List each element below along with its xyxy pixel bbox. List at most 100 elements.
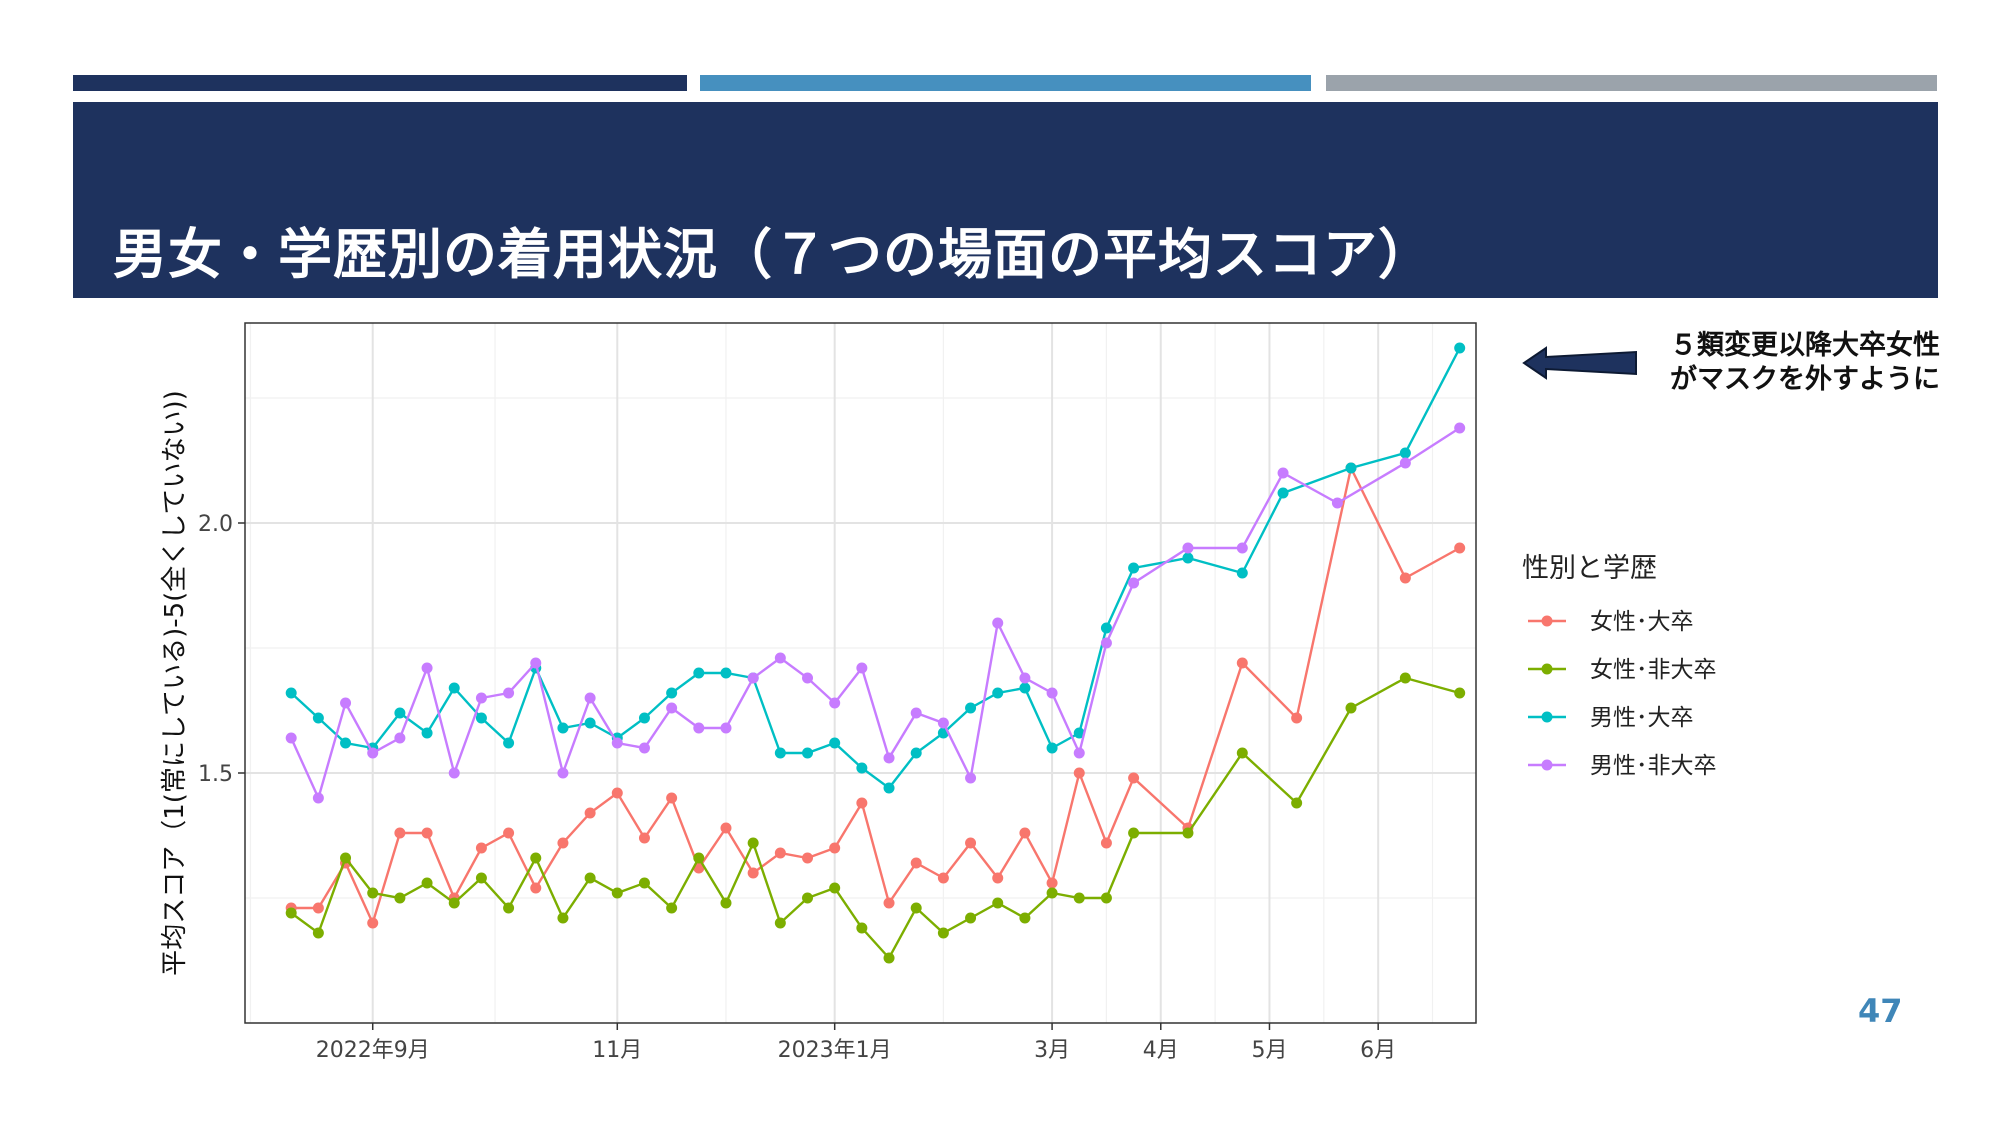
data-point: [367, 747, 379, 759]
data-point: [503, 827, 515, 839]
data-point: [965, 837, 977, 849]
data-point: [1073, 727, 1085, 739]
data-point: [475, 842, 487, 854]
data-point: [802, 747, 814, 759]
data-point: [720, 897, 732, 909]
legend-label: 女性･大卒: [1590, 609, 1694, 635]
data-point: [937, 872, 949, 884]
slide-title: 男女・学歴別の着用状況（７つの場面の平均スコア）: [113, 223, 1433, 286]
series-line-1: [290, 676, 1461, 961]
data-point: [584, 692, 596, 704]
x-tick-label: 2023年1月: [778, 1038, 892, 1063]
data-point: [557, 767, 569, 779]
data-point: [1454, 342, 1466, 354]
data-point: [503, 737, 515, 749]
x-tick-label: 2022年9月: [316, 1038, 430, 1063]
data-point: [829, 737, 841, 749]
annotation-note: ５類変更以降大卒女性 がマスクを外すように: [1620, 329, 1940, 397]
data-point: [747, 672, 759, 684]
data-point: [475, 872, 487, 884]
data-point: [774, 747, 786, 759]
note-line-2: がマスクを外すように: [1670, 364, 1940, 395]
data-point: [312, 792, 324, 804]
data-point: [693, 722, 705, 734]
data-point: [367, 917, 379, 929]
data-point: [285, 907, 297, 919]
data-point: [638, 832, 650, 844]
data-point: [693, 667, 705, 679]
data-point: [802, 852, 814, 864]
data-point: [965, 702, 977, 714]
data-point: [340, 852, 352, 864]
data-point: [475, 712, 487, 724]
title-banner: 男女・学歴別の着用状況（７つの場面の平均スコア）: [73, 102, 1938, 298]
legend-label: 男性･非大卒: [1590, 753, 1717, 779]
data-point: [802, 672, 814, 684]
data-point: [666, 902, 678, 914]
data-point: [720, 822, 732, 834]
data-point: [611, 787, 623, 799]
x-tick-label: 11月: [592, 1038, 642, 1063]
top-bar-navy: [73, 75, 687, 91]
data-point: [530, 882, 542, 894]
data-point: [421, 827, 433, 839]
data-point: [1277, 467, 1289, 479]
data-point: [557, 912, 569, 924]
data-point: [584, 872, 596, 884]
data-point: [1182, 542, 1194, 554]
data-point: [1182, 552, 1194, 564]
data-point: [1100, 892, 1112, 904]
data-point: [856, 762, 868, 774]
data-point: [1454, 687, 1466, 699]
data-point: [1128, 827, 1140, 839]
data-point: [937, 717, 949, 729]
data-point: [1399, 572, 1411, 584]
data-point: [992, 687, 1004, 699]
data-point: [1073, 767, 1085, 779]
data-point: [530, 657, 542, 669]
data-point: [1128, 772, 1140, 784]
x-tick-label: 6月: [1360, 1038, 1396, 1063]
data-point: [829, 842, 841, 854]
data-point: [1073, 747, 1085, 759]
data-point: [720, 722, 732, 734]
data-point: [394, 827, 406, 839]
data-point: [747, 867, 759, 879]
data-point: [720, 667, 732, 679]
data-point: [367, 887, 379, 899]
series-line-3: [290, 426, 1461, 802]
data-point: [1019, 672, 1031, 684]
data-point: [584, 717, 596, 729]
data-point: [1236, 657, 1248, 669]
data-point: [910, 902, 922, 914]
data-point: [992, 872, 1004, 884]
data-point: [1345, 462, 1357, 474]
data-point: [394, 732, 406, 744]
data-point: [421, 877, 433, 889]
series-line-2: [290, 347, 1461, 790]
data-point: [1046, 742, 1058, 754]
data-point: [475, 692, 487, 704]
data-point: [557, 837, 569, 849]
data-point: [1100, 837, 1112, 849]
data-point: [448, 897, 460, 909]
data-point: [693, 852, 705, 864]
y-tick-label: 1.5: [198, 762, 233, 787]
data-point: [992, 617, 1004, 629]
data-point: [774, 847, 786, 859]
data-point: [1019, 682, 1031, 694]
data-point: [1399, 672, 1411, 684]
page-number: 47: [1858, 992, 1903, 1030]
data-point: [611, 887, 623, 899]
data-point: [1399, 457, 1411, 469]
data-point: [1277, 487, 1289, 499]
data-point: [312, 712, 324, 724]
data-point: [611, 737, 623, 749]
data-point: [503, 902, 515, 914]
data-point: [666, 702, 678, 714]
data-point: [829, 882, 841, 894]
data-point: [965, 912, 977, 924]
data-point: [883, 782, 895, 794]
data-point: [1019, 912, 1031, 924]
